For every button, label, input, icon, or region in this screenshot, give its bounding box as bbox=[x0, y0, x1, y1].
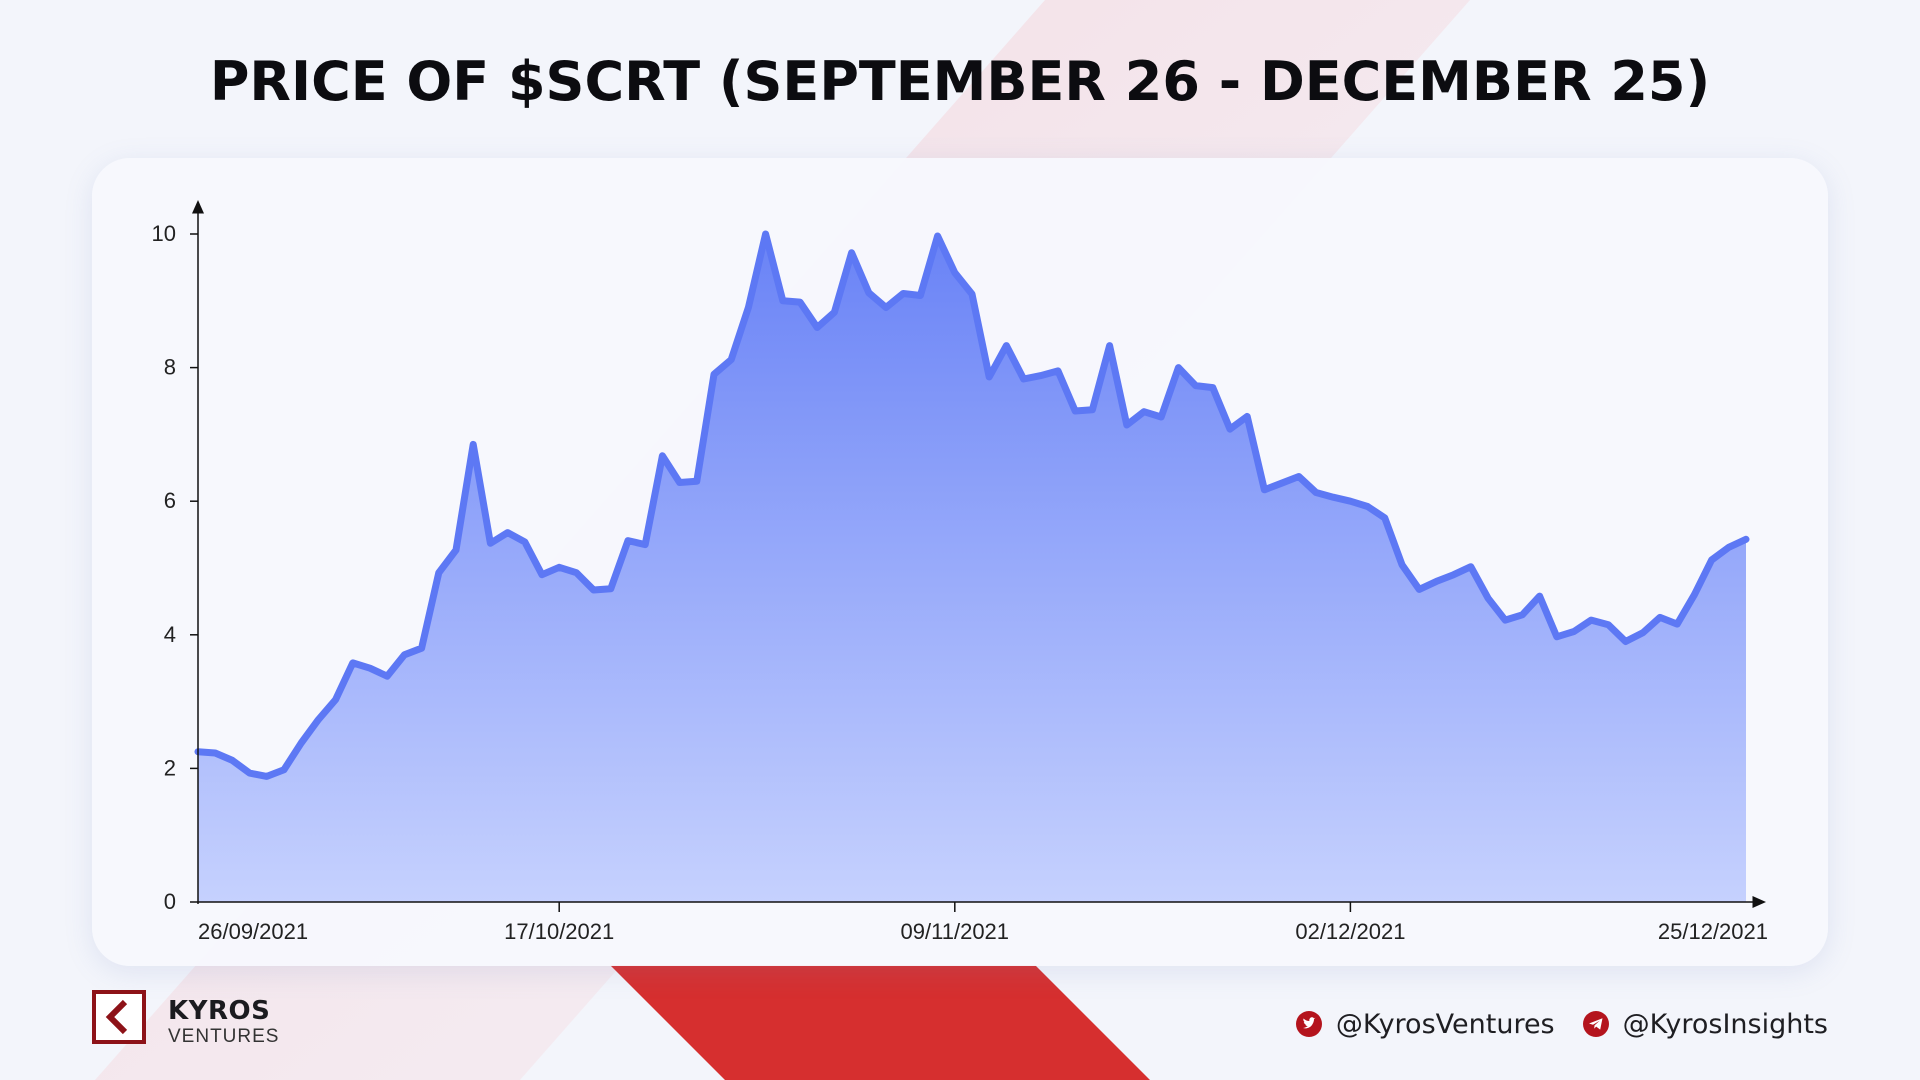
kyros-logo-icon bbox=[92, 990, 146, 1044]
twitter-handle: @KyrosVentures bbox=[1335, 1008, 1555, 1040]
page-title: PRICE OF $SCRT (SEPTEMBER 26 - DECEMBER … bbox=[209, 50, 1711, 113]
social-link-twitter[interactable]: @KyrosVentures bbox=[1295, 1008, 1555, 1040]
background-red-stripe bbox=[610, 965, 1150, 1080]
y-tick-label: 6 bbox=[164, 488, 176, 513]
y-tick-label: 2 bbox=[164, 755, 176, 780]
y-tick-label: 4 bbox=[164, 622, 176, 647]
twitter-icon bbox=[1295, 1011, 1322, 1037]
y-tick-label: 0 bbox=[164, 889, 176, 914]
social-link-telegram[interactable]: @KyrosInsights bbox=[1582, 1008, 1828, 1040]
brand-logo: KYROS VENTURES bbox=[92, 990, 392, 1052]
x-tick-label: 26/09/2021 bbox=[198, 919, 308, 944]
price-line bbox=[194, 230, 1750, 780]
brand-name: KYROS bbox=[168, 996, 271, 1026]
brand-subtitle: VENTURES bbox=[168, 1026, 280, 1047]
x-tick-label: 09/11/2021 bbox=[901, 919, 1009, 944]
y-tick-label: 10 bbox=[152, 221, 176, 246]
social-links: @KyrosVentures @KyrosInsights bbox=[1295, 1004, 1828, 1044]
price-area-fill bbox=[198, 234, 1746, 902]
y-tick-label: 8 bbox=[164, 355, 176, 380]
x-tick-label: 17/10/2021 bbox=[504, 919, 614, 944]
telegram-handle: @KyrosInsights bbox=[1622, 1008, 1828, 1040]
x-tick-label: 02/12/2021 bbox=[1295, 919, 1405, 944]
telegram-icon bbox=[1582, 1011, 1609, 1037]
x-tick-label: 25/12/2021 bbox=[1658, 919, 1768, 944]
